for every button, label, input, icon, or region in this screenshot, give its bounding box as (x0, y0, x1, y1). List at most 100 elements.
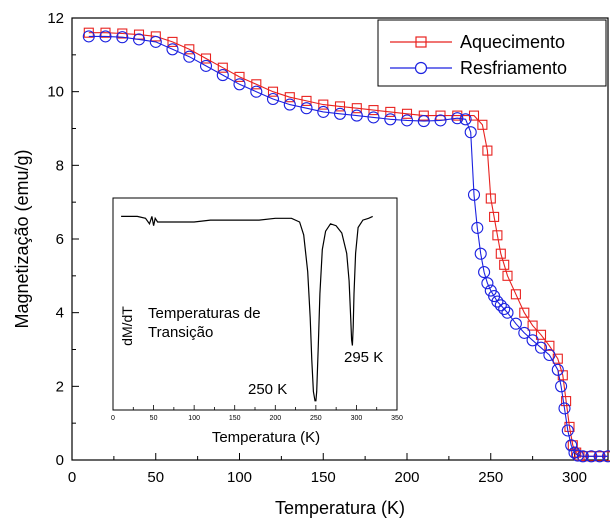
data-point (551, 363, 564, 376)
inset-dmdt-curve (121, 215, 373, 402)
data-point (502, 270, 513, 281)
data-point (267, 86, 279, 97)
data-point (183, 50, 196, 63)
data-point (561, 396, 572, 407)
data-point (527, 320, 538, 331)
data-point (474, 247, 487, 260)
data-point (385, 106, 396, 117)
x-tick-label: 100 (227, 469, 252, 486)
data-point (464, 126, 477, 139)
data-point (576, 450, 589, 463)
data-point (601, 450, 610, 463)
data-point (481, 277, 494, 290)
data-point (266, 92, 280, 106)
data-point (301, 95, 312, 106)
data-point (585, 450, 598, 463)
series-resfriamento (82, 30, 610, 463)
data-point (283, 98, 296, 111)
data-point (166, 43, 179, 56)
y-tick-label: 10 (47, 84, 64, 101)
data-point (489, 211, 500, 222)
data-point (418, 110, 429, 121)
data-point (451, 112, 464, 125)
data-point (543, 348, 556, 362)
legend-marker-resfriamento (414, 61, 428, 75)
y-tick-label: 2 (56, 378, 64, 395)
y-tick-label: 8 (56, 157, 64, 174)
data-point (116, 31, 129, 44)
data-point (167, 36, 178, 47)
inset-y-axis-label: dM/dT (119, 306, 135, 346)
data-point (477, 119, 488, 130)
inset-annotation-line: Temperaturas de (148, 305, 261, 322)
data-point (384, 113, 397, 126)
inset-x-tick-label: 250 (310, 415, 322, 422)
data-point (494, 299, 507, 312)
legend-label-resfriamento: Resfriamento (460, 58, 567, 78)
data-point (149, 35, 162, 48)
data-point (184, 44, 195, 55)
data-point (491, 295, 504, 308)
y-axis-label: Magnetização (emu/g) (12, 149, 32, 328)
data-point (498, 302, 511, 316)
data-point (251, 79, 262, 90)
y-tick-label: 0 (56, 452, 64, 469)
data-point (200, 53, 212, 64)
inset-x-tick-label: 50 (150, 415, 158, 422)
inset-peak-label-295: 295 K (344, 349, 383, 366)
data-point (132, 33, 146, 46)
data-point (471, 221, 484, 234)
inset-annotation: Temperaturas de Transição (148, 305, 261, 341)
inset-x-tick-label: 150 (229, 415, 241, 422)
data-point (534, 341, 548, 354)
legend: Aquecimento Resfriamento (377, 19, 607, 87)
data-point (519, 307, 530, 318)
legend-box (377, 19, 607, 87)
data-point (417, 115, 430, 128)
data-point (555, 380, 568, 393)
data-point (510, 289, 521, 300)
inset-annotation-line: Transição (148, 324, 213, 341)
x-tick-label: 0 (68, 469, 76, 486)
main-axis-ticks: 0 50 100 150 200 250 300 0 2 4 6 8 10 12 (47, 10, 587, 486)
data-point (593, 450, 606, 463)
x-tick-label: 150 (311, 469, 336, 486)
data-point (509, 317, 522, 330)
data-point (82, 30, 95, 43)
data-point (434, 114, 447, 127)
data-point (571, 449, 584, 462)
series-line (88, 35, 608, 457)
x-tick-label: 300 (562, 469, 587, 486)
data-point (284, 92, 295, 103)
data-point (492, 230, 503, 241)
data-point (459, 113, 472, 126)
data-point (250, 85, 263, 98)
data-point (368, 105, 379, 116)
data-point (478, 266, 491, 279)
data-point (467, 188, 481, 201)
inset-x-tick-label: 350 (391, 415, 403, 422)
y-tick-label: 12 (47, 10, 64, 27)
data-point (558, 402, 571, 415)
main-series-layer (82, 27, 610, 463)
data-point (318, 99, 329, 110)
data-point (495, 248, 506, 259)
data-point (234, 71, 245, 82)
data-point (565, 439, 578, 452)
inset-frame (112, 197, 398, 411)
data-point (317, 105, 330, 118)
data-point (333, 107, 347, 120)
inset-peak-label-250: 250 K (248, 381, 287, 398)
x-axis-label: Temperatura (K) (275, 498, 405, 518)
data-point (233, 78, 246, 91)
data-point (150, 31, 161, 42)
y-tick-label: 4 (56, 305, 64, 322)
data-point (564, 421, 575, 432)
data-point (535, 329, 547, 340)
data-point (216, 69, 229, 82)
x-tick-label: 50 (147, 469, 164, 486)
x-tick-label: 200 (394, 469, 419, 486)
data-point (482, 145, 493, 156)
data-point (485, 193, 496, 204)
